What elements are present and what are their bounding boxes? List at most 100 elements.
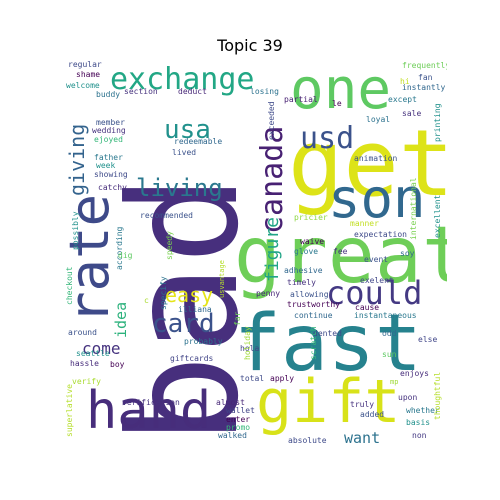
word-pricier: pricier <box>294 213 328 222</box>
word-welcome: welcome <box>66 81 100 90</box>
word-cause: cause <box>355 303 379 312</box>
word-upon: upon <box>398 393 417 402</box>
word-buddy: buddy <box>96 90 120 99</box>
word-could: could <box>326 274 422 312</box>
word-printing: printing <box>433 103 442 142</box>
word-come: come <box>82 339 121 358</box>
word-section: section <box>124 87 158 96</box>
word-seattle: seattle <box>76 349 110 358</box>
word-card: card <box>152 309 215 339</box>
word-non: non <box>412 431 427 440</box>
word-wedding: wedding <box>92 126 126 135</box>
word-wallet: wallet <box>226 406 255 415</box>
word-except: except <box>388 95 417 104</box>
word-recommended: recommended <box>140 211 193 220</box>
word-hand: hand <box>86 381 211 441</box>
word-fan: fan <box>418 73 433 82</box>
word-added: added <box>360 410 384 419</box>
word-usvantage: usvantage <box>218 260 226 298</box>
word-mp: mp <box>390 378 398 386</box>
word-according: according <box>115 226 124 270</box>
word-total: total <box>240 374 264 383</box>
word-great: great <box>234 211 447 301</box>
word-basis: basis <box>406 418 430 427</box>
word-almost: almost <box>216 398 245 407</box>
word-cloud-svg: bad get great fast one son rate hand gif… <box>60 60 447 447</box>
word-penny: penny <box>256 289 280 298</box>
word-speedy: speedy <box>165 231 174 260</box>
word-get: get <box>288 110 447 217</box>
word-far: far <box>233 311 242 326</box>
word-soy: soy <box>400 249 415 258</box>
word-canada: canada <box>255 126 290 234</box>
word-whether: whether <box>406 406 440 415</box>
word-rate: rate <box>60 194 121 324</box>
word-usd: usd <box>300 121 354 156</box>
word-dig: dig <box>118 251 133 260</box>
word-absolute: absolute <box>288 436 327 445</box>
word-checkout: checkout <box>65 266 74 305</box>
word-loyal: loyal <box>366 115 390 124</box>
word-illiana: illiana <box>178 305 212 314</box>
word-shame: shame <box>76 70 100 79</box>
word-walked: walked <box>218 431 247 440</box>
word-fast: fast <box>234 299 422 389</box>
word-fee: fee <box>333 247 348 256</box>
word-manner: manner <box>350 219 379 228</box>
word-timely: timely <box>287 278 316 287</box>
figure-title: Topic 39 <box>217 36 283 55</box>
word-partial: partial <box>284 95 318 104</box>
word-figure: figure <box>262 217 283 282</box>
word-thoughtful: thoughtful <box>433 372 442 420</box>
word-enter: enter <box>226 415 250 424</box>
word-usa: usa <box>164 115 211 145</box>
word-excellent: excellent <box>433 194 442 238</box>
word-catchy: catchy <box>98 183 127 192</box>
word-showing: showing <box>94 170 128 179</box>
word-dented: dented <box>313 329 342 338</box>
word-member: member <box>96 118 125 127</box>
word-expectation: expectation <box>354 230 407 239</box>
word-exelent: exelent <box>360 276 394 285</box>
word-c: c <box>144 296 149 305</box>
word-possibly: possibly <box>71 211 80 250</box>
word-cloud: bad get great fast one son rate hand gif… <box>60 60 447 447</box>
word-holiday: holiday <box>243 326 252 360</box>
word-redeemable: redeemable <box>174 137 222 146</box>
word-exchange: exchange <box>110 62 255 97</box>
word-hi: hi <box>400 77 410 86</box>
word-animation: animation <box>354 154 398 163</box>
word-easy: easy <box>165 283 213 307</box>
word-specify: specify <box>159 276 168 310</box>
word-truly: truly <box>350 400 374 409</box>
word-one: one <box>290 60 391 122</box>
word-trustworthy: trustworthy <box>287 300 340 309</box>
word-boy: boy <box>110 360 125 369</box>
word-verify: verify <box>72 377 101 386</box>
word-probably: probably <box>184 337 223 346</box>
word-instantly: instantly <box>402 83 446 92</box>
word-week: week <box>96 161 115 170</box>
word-deduct: deduct <box>178 87 207 96</box>
word-event: event <box>364 255 388 264</box>
word-else: else <box>418 335 437 344</box>
word-sun: sun <box>382 350 397 359</box>
word-son: son <box>328 167 426 230</box>
word-continue: continue <box>294 311 333 320</box>
word-around: around <box>68 328 97 337</box>
word-odd: odd <box>382 329 397 338</box>
word-adhesive: adhesive <box>284 266 323 275</box>
word-superlative: superlative <box>65 384 74 437</box>
word-father: father <box>94 153 123 162</box>
word-giving: giving <box>65 124 89 196</box>
word-enjoys: enjoys <box>400 369 429 378</box>
word-frequently: frequently <box>402 61 447 70</box>
word-idea: idea <box>112 302 130 338</box>
word-le: le <box>332 99 342 108</box>
word-promo: promo <box>226 423 250 432</box>
word-instantaneous: instantaneous <box>354 311 417 320</box>
word-hola: hola <box>240 344 259 353</box>
word-bad: bad <box>98 174 272 445</box>
word-regular: regular <box>68 60 102 69</box>
word-verification: verification <box>122 398 180 407</box>
